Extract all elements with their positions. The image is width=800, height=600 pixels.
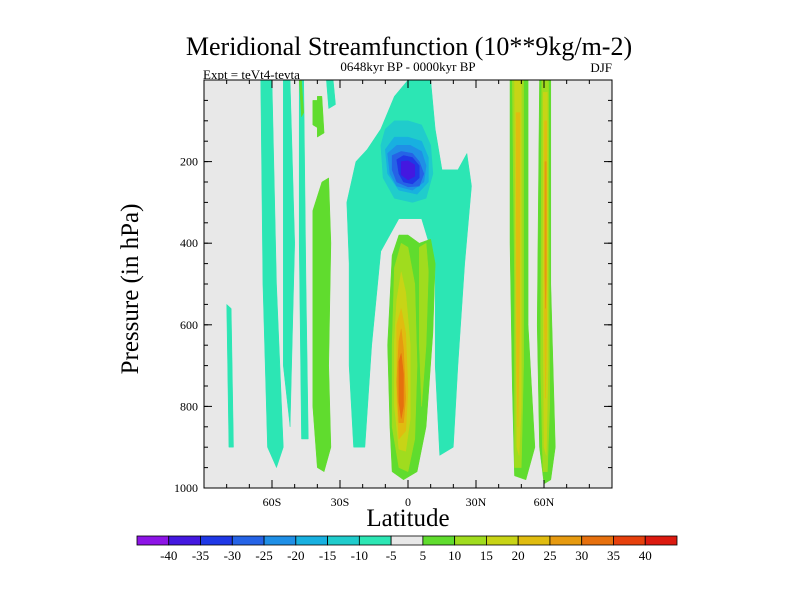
colorbar-swatch: [231, 535, 265, 546]
colorbar-swatch: [295, 535, 328, 546]
colorbar-swatch: [644, 535, 678, 546]
colorbar-swatch: [422, 535, 456, 546]
colorbar-label: 20: [512, 548, 525, 563]
colorbar-swatch: [200, 535, 233, 546]
contour-region: [346, 79, 472, 456]
y-tick-label: 1000: [174, 481, 198, 495]
colorbar-label: 5: [420, 548, 427, 563]
colorbar-label: 10: [448, 548, 461, 563]
y-tick-label: 800: [180, 399, 198, 413]
y-tick-label: 400: [180, 236, 198, 250]
colorbar-swatch: [263, 535, 297, 546]
colorbar-label: -15: [319, 548, 336, 563]
contour-region: [400, 160, 416, 181]
colorbar-label: -5: [386, 548, 397, 563]
colorbar-label: 30: [575, 548, 588, 563]
experiment-label: Expt = teVt4-tevta: [203, 67, 300, 82]
x-tick-label: 60S: [263, 495, 282, 509]
colorbar: -40 -35 -30 -25 -20 -15 -10 -5 5 10 15 20 25 30 35 40: [136, 535, 678, 563]
plot-area: 60S 30S 0 30N 60N 200 400 600 800 1000: [174, 79, 613, 509]
colorbar-label: -10: [351, 548, 368, 563]
chart-title: Meridional Streamfunction (10**9kg/m-2): [186, 32, 632, 61]
x-tick-label: 60N: [534, 495, 555, 509]
colorbar-swatch: [581, 535, 614, 546]
contour-region: [226, 304, 234, 448]
colorbar-swatch: [486, 535, 519, 546]
contour-regions: [226, 79, 556, 485]
colorbar-swatch: [358, 535, 392, 546]
colorbar-label: 15: [480, 548, 493, 563]
colorbar-label: -20: [287, 548, 304, 563]
colorbar-swatch: [390, 535, 424, 546]
contour-region: [260, 79, 284, 468]
colorbar-swatch: [517, 535, 551, 546]
y-axis-label: Pressure (in hPa): [117, 204, 144, 375]
colorbar-swatch: [327, 535, 360, 546]
y-tick-label: 200: [180, 155, 198, 169]
contour-region: [515, 112, 521, 428]
colorbar-swatch: [454, 535, 487, 546]
axis-ticks: 60S 30S 0 30N 60N 200 400 600 800 1000: [174, 80, 612, 509]
x-tick-label: 30S: [331, 495, 350, 509]
colorbar-label: -35: [192, 548, 209, 563]
colorbar-label: -40: [160, 548, 177, 563]
colorbar-swatch: [549, 535, 583, 546]
contour-region: [312, 177, 332, 472]
x-tick-label: 30N: [466, 495, 487, 509]
contour-region: [419, 242, 429, 407]
colorbar-label: -30: [224, 548, 241, 563]
colorbar-label: 35: [607, 548, 620, 563]
season-label: DJF: [590, 60, 612, 75]
x-tick-label: 0: [405, 495, 411, 509]
colorbar-label: 25: [543, 548, 556, 563]
chart-subtitle: 0648kyr BP - 0000kyr BP: [340, 59, 475, 74]
y-tick-label: 600: [180, 318, 198, 332]
colorbar-swatch: [613, 535, 646, 546]
colorbar-swatch: [168, 535, 201, 546]
contour-region: [398, 353, 404, 419]
colorbar-swatch: [136, 535, 170, 546]
colorbar-label: 40: [639, 548, 652, 563]
colorbar-label: -25: [255, 548, 272, 563]
x-axis-label: Latitude: [366, 505, 449, 532]
contour-region: [317, 96, 325, 138]
contour-region: [544, 161, 547, 309]
